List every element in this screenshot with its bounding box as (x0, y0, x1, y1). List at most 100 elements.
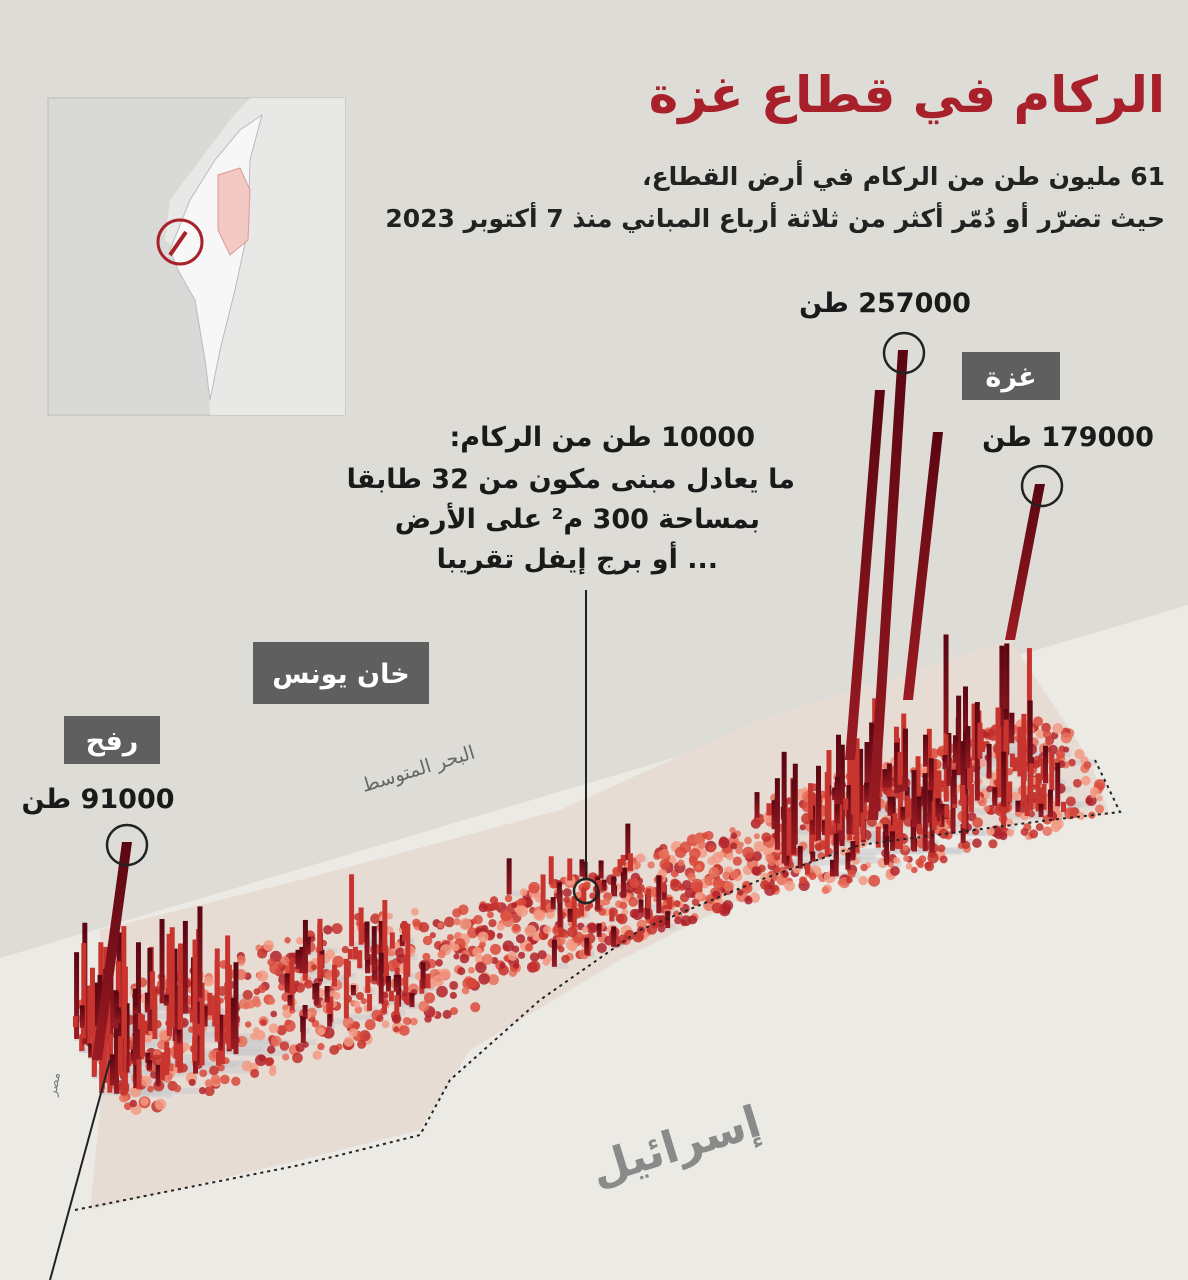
shadow (848, 801, 887, 808)
rubble-dot (707, 856, 717, 866)
rubble-bar (797, 846, 803, 869)
rubble-dot (357, 1039, 367, 1049)
rubble-dot (1064, 807, 1077, 820)
shadow (790, 829, 824, 836)
rubble-dot (475, 961, 487, 974)
rubble-dot (542, 925, 552, 935)
rubble-bar (571, 896, 577, 928)
rubble-bar (961, 793, 967, 829)
rubble-bar (598, 860, 604, 879)
shadow (149, 1005, 173, 1012)
rubble-dot (1085, 797, 1093, 805)
rubble-dot (411, 907, 419, 916)
rubble-dot (726, 852, 734, 861)
rubble-bar (365, 957, 371, 974)
rubble-bar (145, 1052, 151, 1064)
rubble-bar (892, 813, 898, 849)
rubble-bar (192, 1036, 198, 1061)
shadow (367, 1006, 378, 1013)
rubble-bar (192, 939, 198, 1053)
rubble-dot (1065, 796, 1076, 807)
rubble-dot (680, 915, 692, 927)
shadow (598, 874, 610, 881)
rubble-dot (1029, 829, 1039, 839)
rubble-bar (902, 728, 908, 792)
rubble-dot (890, 866, 900, 876)
rubble-bar (124, 1003, 130, 1073)
rubble-dot (670, 879, 682, 892)
rubble-bar (917, 823, 923, 834)
rubble-dot (496, 922, 505, 931)
rubble-dot (847, 869, 856, 878)
rubble-dot (499, 962, 506, 969)
rubble-dot (687, 872, 696, 882)
rubble-bar (385, 975, 391, 992)
shadow (349, 942, 393, 949)
shadow (136, 1085, 155, 1092)
rubble-bar (934, 788, 940, 802)
shadow (883, 839, 895, 846)
rubble-dot (398, 1025, 410, 1036)
rubble-bar (960, 741, 966, 795)
city-label: رفح (86, 726, 139, 757)
rubble-bar (791, 779, 797, 855)
shadow (581, 901, 593, 908)
rubble-bar (581, 887, 587, 906)
rubble-bar (646, 888, 652, 909)
rubble-dot (1060, 732, 1072, 744)
rubble-dot (705, 894, 715, 904)
rubble-dot (737, 889, 744, 896)
rubble-bar (620, 867, 626, 898)
rubble-bar (345, 960, 351, 977)
rubble-bar (1015, 800, 1021, 813)
rubble-bar (963, 753, 969, 834)
rubble-dot (542, 958, 550, 966)
rubble-bar (132, 988, 138, 1066)
rubble-bar (596, 923, 602, 937)
rubble-dot (1083, 761, 1092, 770)
rubble-bar (953, 735, 959, 764)
rubble-bar (968, 768, 974, 783)
rubble-dot (329, 1044, 340, 1055)
rubble-bar (986, 743, 992, 779)
rubble-dot (370, 913, 381, 924)
rubble-dot (376, 1014, 384, 1023)
rubble-dot (860, 863, 868, 872)
shadow (115, 1009, 148, 1016)
rubble-dot (562, 888, 572, 898)
rubble-bar (1041, 783, 1047, 810)
rubble-dot (723, 881, 734, 892)
rubble-dot (129, 1099, 138, 1108)
rubble-dot (311, 964, 318, 971)
rubble-dot (525, 943, 534, 952)
rubble-bar (548, 856, 554, 885)
rubble-bar (887, 825, 893, 837)
shadow (117, 1071, 142, 1078)
rubble-dot (937, 844, 946, 853)
rubble-dot (481, 953, 493, 965)
rubble-dot (1052, 723, 1064, 734)
rubble-bar (136, 1059, 142, 1090)
rubble-dot (519, 888, 528, 896)
tall-spike (1005, 484, 1045, 640)
rubble-bar (146, 1059, 152, 1071)
rubble-bar (967, 795, 973, 806)
egypt-border (49, 1059, 111, 1280)
rubble-bar (1024, 794, 1030, 817)
rubble-bar (169, 927, 175, 1028)
rubble-dot (846, 876, 853, 884)
rubble-dot (999, 832, 1008, 841)
rubble-dot (799, 824, 806, 831)
note: ما يعادل مبنى مكون من 32 طابقا (347, 464, 795, 495)
rubble-bar (786, 817, 792, 867)
rubble-dot (478, 973, 490, 985)
rubble-dot (393, 1026, 400, 1033)
rubble-dot (486, 911, 494, 919)
rubble-bar (165, 1047, 171, 1066)
shadow (383, 969, 400, 976)
title: الركام في قطاع غزة (649, 66, 1165, 125)
rubble-dot (270, 1035, 282, 1047)
rubble-dot (1045, 736, 1055, 746)
rubble-dot (616, 913, 628, 925)
